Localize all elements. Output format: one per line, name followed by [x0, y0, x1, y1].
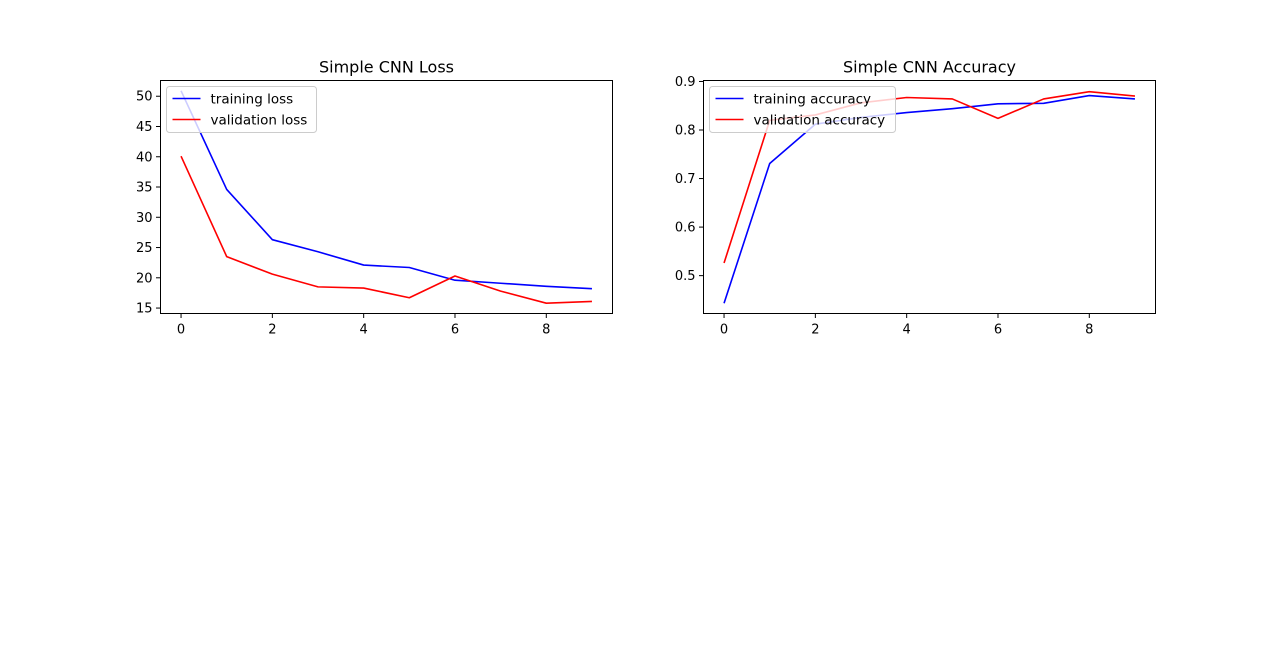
loss-legend-label-0: training loss: [211, 92, 294, 108]
loss-chart: Simple CNN Loss 0 2 4 6 8 15 20 25 30 35 40 45 50 trai…: [136, 58, 613, 338]
accuracy-y-tick-label: 0.9: [675, 75, 696, 90]
accuracy-x-tick-label: 0: [720, 323, 728, 338]
loss-y-tick-label: 30: [136, 211, 153, 226]
loss-axes-frame: [160, 80, 613, 314]
accuracy-y-tick-label: 0.7: [675, 172, 696, 187]
loss-y-tick-label: 20: [136, 271, 153, 286]
accuracy-legend: training accuracy validation accuracy: [709, 86, 896, 133]
accuracy-chart-title: Simple CNN Accuracy: [843, 58, 1016, 77]
loss-x-tick-label: 0: [177, 323, 185, 338]
loss-y-tick-label: 25: [136, 241, 153, 256]
loss-legend-label-1: validation loss: [211, 113, 308, 129]
loss-legend: training loss validation loss: [166, 86, 317, 133]
loss-x-tick-label: 2: [268, 323, 276, 338]
loss-y-tick-label: 35: [136, 181, 153, 196]
accuracy-legend-box: [709, 86, 896, 133]
accuracy-series-line-0: [723, 94, 1136, 304]
loss-y-tick-label: 40: [136, 150, 153, 165]
accuracy-x-tick-label: 2: [811, 323, 819, 338]
loss-x-tick-label: 8: [542, 323, 550, 338]
accuracy-y-tick-label: 0.8: [675, 124, 696, 139]
loss-y-tick-label: 50: [136, 90, 153, 105]
loss-y-tick-label: 45: [136, 120, 153, 135]
accuracy-y-tick-label: 0.5: [675, 269, 696, 284]
accuracy-x-tick-label: 6: [994, 323, 1002, 338]
loss-x-tick-label: 6: [451, 323, 459, 338]
accuracy-legend-label-0: training accuracy: [754, 92, 872, 108]
accuracy-x-tick-label: 4: [903, 323, 911, 338]
accuracy-axes-frame: [703, 80, 1156, 314]
loss-x-tick-label: 4: [360, 323, 368, 338]
accuracy-legend-label-1: validation accuracy: [754, 113, 886, 129]
loss-series-line-1: [180, 155, 592, 305]
loss-chart-title: Simple CNN Loss: [319, 58, 454, 77]
accuracy-x-tick-label: 8: [1085, 323, 1093, 338]
loss-y-tick-label: 15: [136, 302, 153, 317]
loss-legend-box: [166, 86, 317, 133]
accuracy-y-tick-label: 0.6: [675, 221, 696, 236]
loss-series-line-0: [180, 90, 592, 290]
accuracy-chart: Simple CNN Accuracy 0 2 4 6 8 0.5 0.6 0.7 0.8 0.9 t…: [675, 58, 1156, 338]
